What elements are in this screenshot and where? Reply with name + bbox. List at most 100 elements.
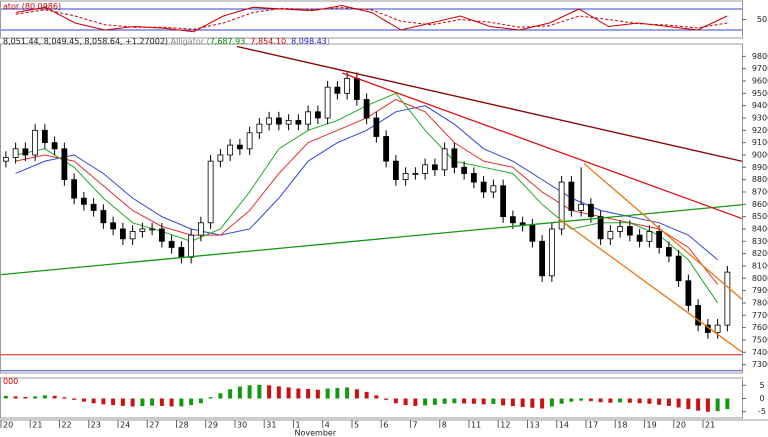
candle-body bbox=[324, 86, 331, 119]
oscillator-bar bbox=[140, 398, 145, 407]
oscillator-bar bbox=[33, 396, 38, 399]
x-tick-label: 13 bbox=[530, 421, 540, 430]
y-tick-label: 8900 bbox=[752, 163, 768, 172]
oscillator-bar bbox=[208, 397, 213, 399]
candle-body bbox=[217, 154, 224, 162]
y-tick-label: 9200 bbox=[752, 126, 768, 135]
oscillator-bar bbox=[354, 389, 359, 399]
x-tick-label: 5 bbox=[354, 421, 359, 430]
oscillator-bar bbox=[618, 398, 623, 403]
candle-body bbox=[392, 160, 399, 181]
x-tick-label: 21 bbox=[705, 421, 715, 430]
oscillator-bar bbox=[403, 398, 408, 406]
trend-line bbox=[236, 45, 743, 162]
candle-body bbox=[100, 210, 107, 224]
y-tick-label: 8600 bbox=[752, 200, 768, 209]
candle-body bbox=[158, 228, 165, 242]
candle-body bbox=[178, 247, 185, 258]
y-tick-label: 8200 bbox=[752, 249, 768, 258]
y-tick-label: 8300 bbox=[752, 237, 768, 246]
candle-body bbox=[597, 216, 604, 240]
candle-body bbox=[646, 231, 653, 242]
candle-body bbox=[168, 240, 175, 248]
oscillator-bar bbox=[647, 398, 652, 404]
y-tick-label: 7700 bbox=[752, 311, 768, 320]
candle-body bbox=[529, 224, 536, 242]
y-tick-label: 9300 bbox=[752, 113, 768, 122]
oscillator-bar bbox=[13, 396, 18, 399]
panel-header: 8,051.44, 8,049.45, 8,058.64, +1.27002) … bbox=[3, 37, 330, 46]
x-tick-label: 8 bbox=[442, 421, 447, 430]
x-tick-label: 7 bbox=[413, 421, 418, 430]
candle-body bbox=[656, 231, 663, 248]
oscillator-bar bbox=[637, 398, 642, 404]
candle-body bbox=[500, 185, 507, 218]
candle-body bbox=[275, 117, 282, 125]
oscillator-bar bbox=[3, 395, 8, 399]
candle-body bbox=[509, 216, 516, 224]
oscillator-bar bbox=[257, 384, 262, 399]
oscillator-bar bbox=[452, 398, 457, 404]
header-part: 8,098.43 bbox=[291, 37, 327, 46]
oscillator-bar bbox=[413, 398, 418, 406]
candle-body bbox=[480, 181, 487, 193]
oscillator-bar bbox=[62, 397, 67, 399]
oscillator-bar bbox=[471, 398, 476, 404]
y-tick-label: 7300 bbox=[752, 360, 768, 369]
candle-body bbox=[373, 117, 380, 137]
oscillator-bar bbox=[325, 388, 330, 399]
oscillator-bar bbox=[501, 398, 506, 406]
candle-body bbox=[636, 234, 643, 242]
month-label: November bbox=[295, 429, 337, 437]
oscillator-bar bbox=[393, 398, 398, 404]
oscillator-bar bbox=[384, 398, 389, 400]
candle-body bbox=[470, 173, 477, 183]
oscillator-bar bbox=[228, 389, 233, 399]
oscillator-bar bbox=[23, 396, 28, 399]
oscillator-bar bbox=[666, 398, 671, 406]
oscillator-bar bbox=[657, 398, 662, 405]
oscillator-bar bbox=[159, 398, 164, 406]
candle-body bbox=[422, 164, 429, 174]
oscillator-bar bbox=[715, 398, 720, 412]
oscillator-bar bbox=[579, 398, 584, 401]
oscillator-bar bbox=[432, 398, 437, 405]
oscillator-bar bbox=[725, 398, 730, 410]
candle-body bbox=[363, 99, 370, 119]
oscillator-bar bbox=[286, 387, 291, 399]
header-part: 8,051.44, 8,049.45, 8,058.64, +1.27002) bbox=[3, 37, 168, 46]
candle-body bbox=[383, 136, 390, 162]
oscillator-bar bbox=[306, 388, 311, 399]
trend-line bbox=[0, 204, 743, 276]
oscillator-bar bbox=[627, 398, 632, 403]
oscillator-bar bbox=[598, 398, 603, 403]
oscillator-bar bbox=[696, 398, 701, 411]
oscillator-bar bbox=[423, 398, 428, 406]
oscillator-bar bbox=[120, 398, 125, 406]
oscillator-bar bbox=[530, 398, 535, 408]
candle-body bbox=[568, 181, 575, 211]
oscillator-bar bbox=[588, 398, 593, 402]
candle-body bbox=[119, 228, 126, 240]
y-tick-label: 8800 bbox=[752, 175, 768, 184]
candle-body bbox=[266, 117, 273, 125]
oscillator-bar bbox=[676, 398, 681, 408]
oscillator-bar bbox=[72, 398, 77, 400]
candle-body bbox=[675, 255, 682, 282]
candle-body bbox=[139, 228, 146, 232]
y-tick-label: 9500 bbox=[752, 89, 768, 98]
candle-body bbox=[626, 226, 633, 236]
x-tick-label: 20 bbox=[3, 421, 13, 430]
candle-body bbox=[451, 148, 458, 168]
header-part: 000 bbox=[3, 377, 18, 386]
x-tick-label: 20 bbox=[676, 421, 686, 430]
trend-line bbox=[342, 72, 743, 220]
x-tick-label: 4 bbox=[325, 421, 330, 430]
candle-body bbox=[41, 129, 48, 144]
candle-body bbox=[246, 132, 253, 150]
oscillator-bar bbox=[276, 386, 281, 399]
x-tick-label: 24 bbox=[120, 421, 130, 430]
price-panel bbox=[0, 43, 743, 374]
y-tick-label: 7600 bbox=[752, 323, 768, 332]
oscillator-bar bbox=[686, 398, 691, 410]
